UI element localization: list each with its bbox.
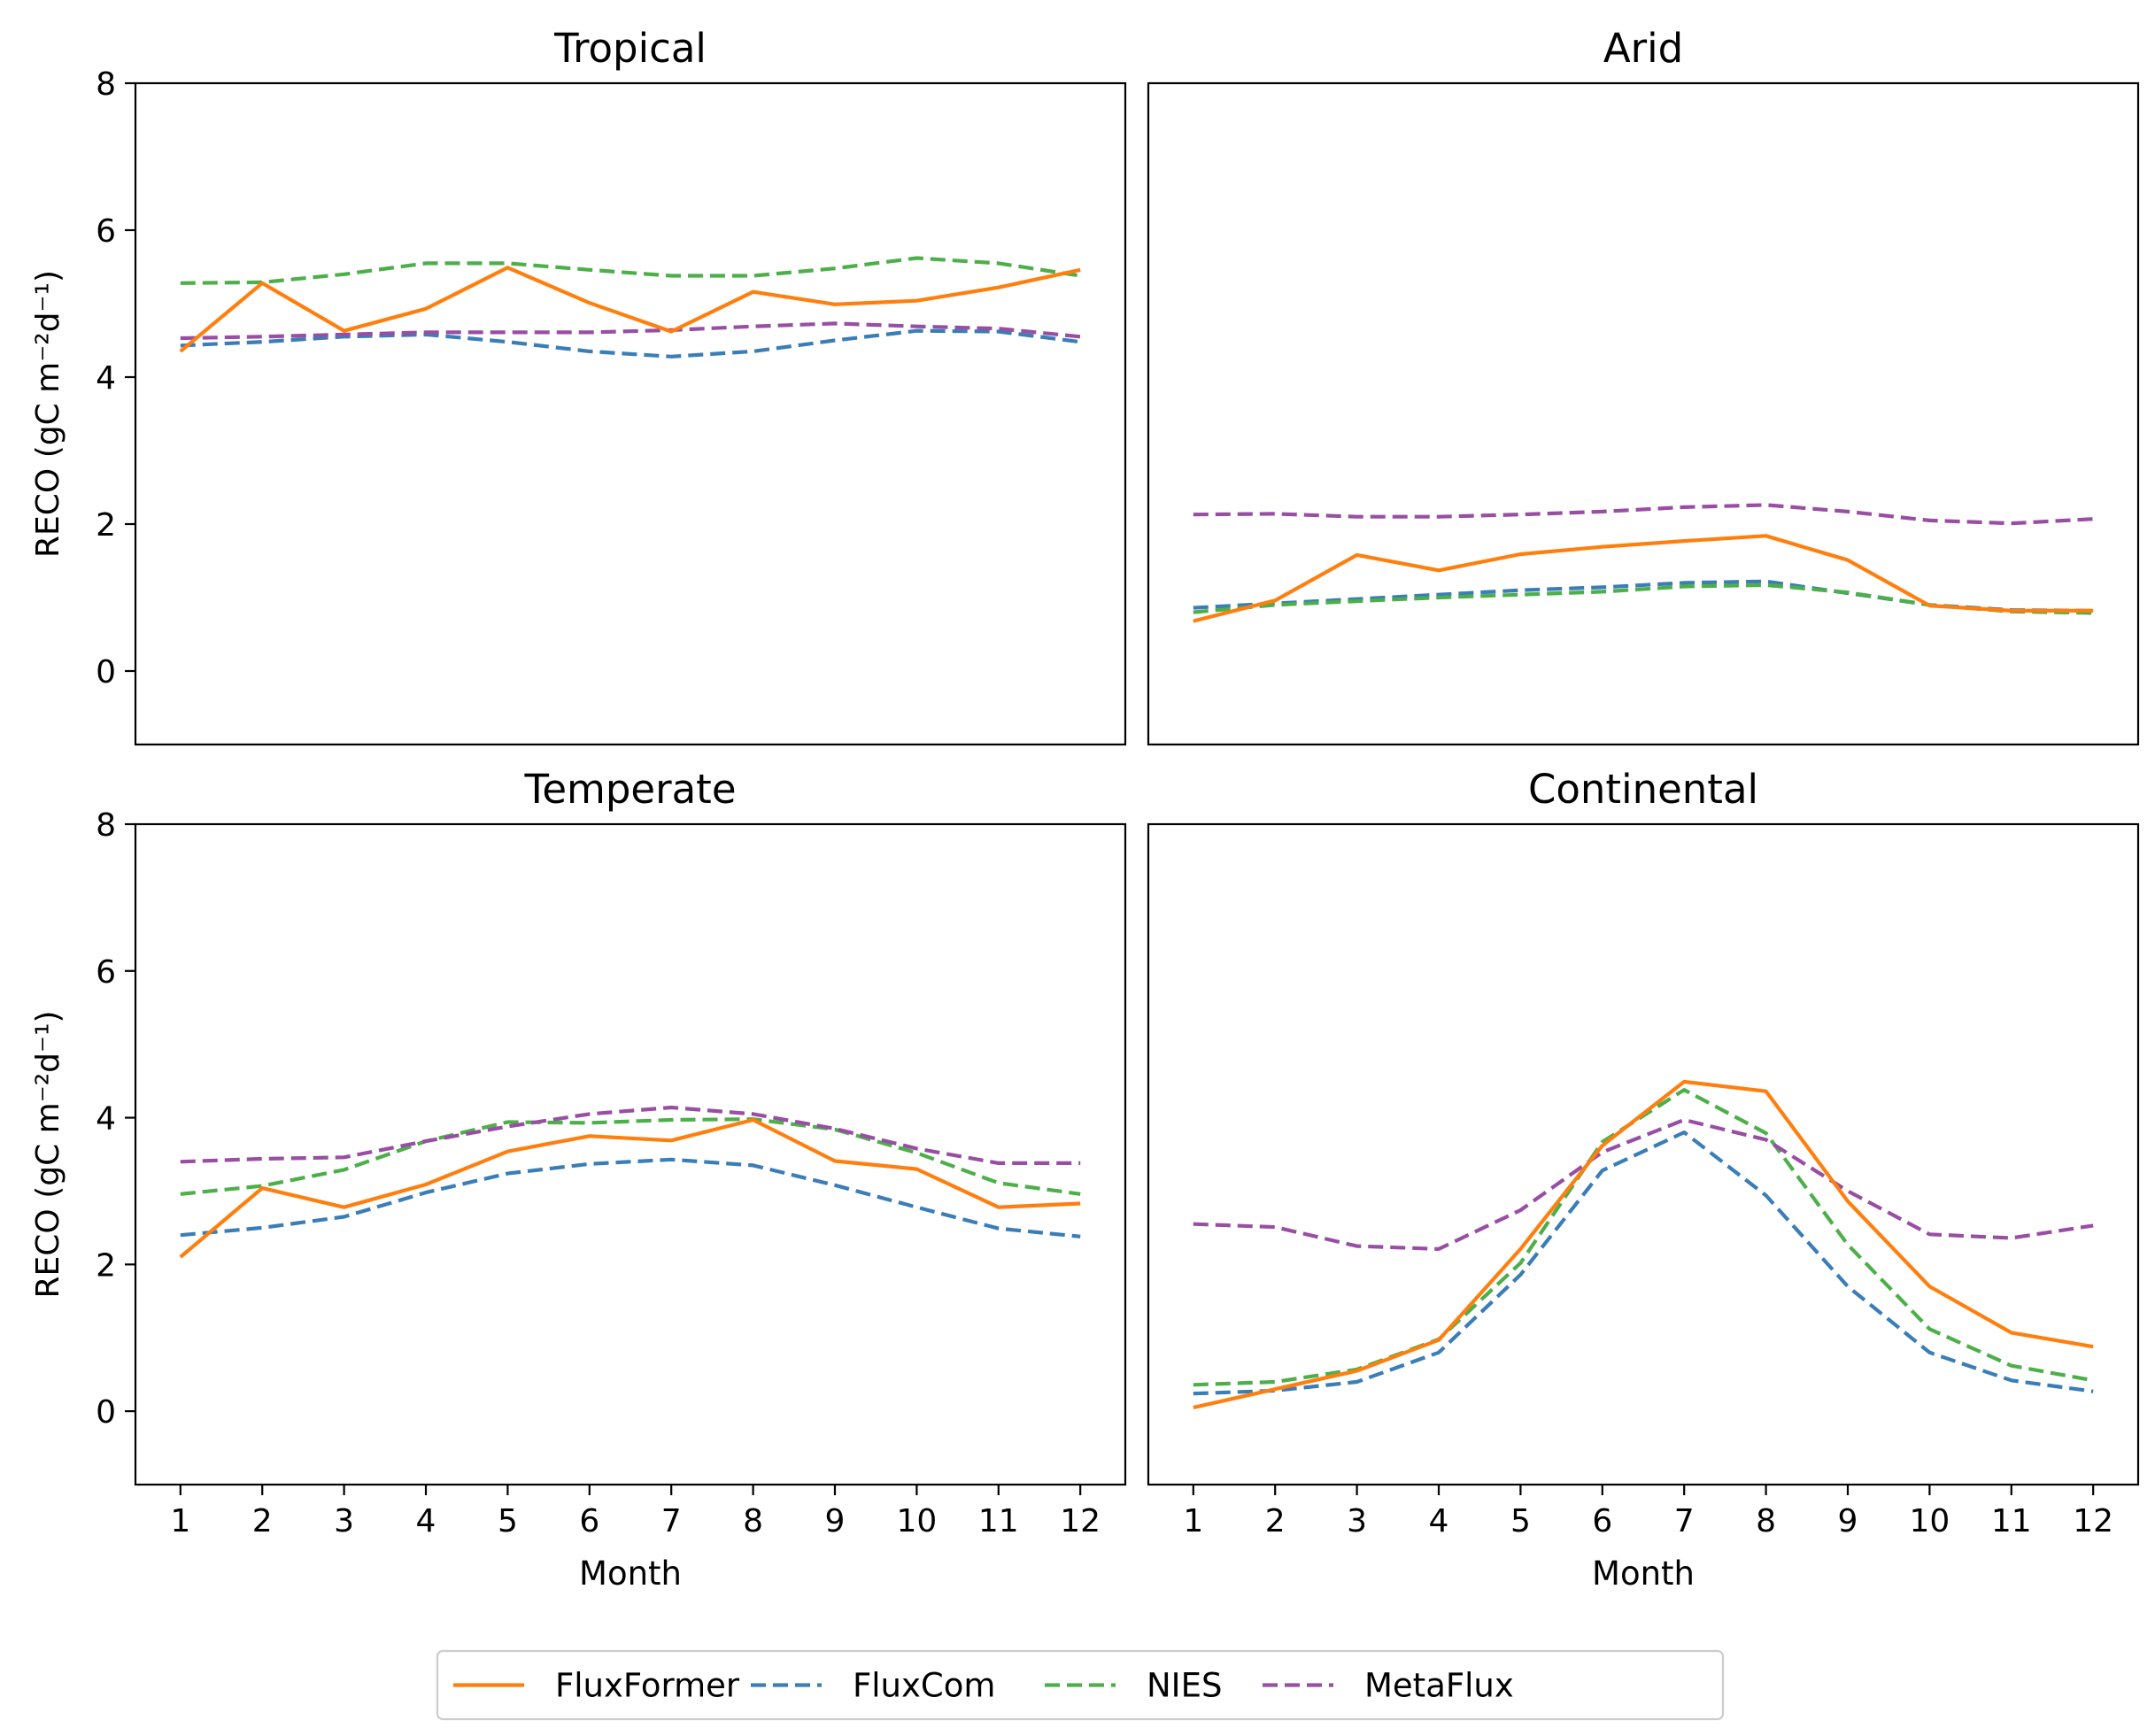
x-tick-label: 8	[743, 1503, 763, 1539]
series-metaflux	[1193, 503, 2094, 526]
y-tick-label: 0	[96, 654, 116, 691]
legend-entry-metaflux: MetaFlux	[1263, 1667, 1514, 1705]
y-tick-label: 4	[96, 1101, 116, 1138]
x-tick-label: 4	[1429, 1503, 1449, 1539]
series-fluxformer	[1193, 1079, 2094, 1410]
x-tick-label: 5	[1510, 1503, 1531, 1539]
panel-arid: Arid	[1147, 25, 2140, 746]
panel-title: Arid	[1603, 25, 1683, 72]
series-metaflux	[180, 1105, 1081, 1166]
x-axis-label: Month	[1592, 1555, 1695, 1593]
x-tick-label: 3	[334, 1503, 354, 1539]
y-tick-label: 8	[96, 807, 116, 844]
x-tick-label: 9	[825, 1503, 846, 1539]
y-axis-label: RECO (gC m⁻²d⁻¹)	[30, 1011, 66, 1299]
axes-frame	[134, 822, 1127, 1486]
x-tick-label: 11	[978, 1503, 1019, 1539]
series-nies	[180, 1117, 1081, 1196]
y-tick-label: 6	[96, 954, 116, 991]
x-tick-label: 2	[1265, 1503, 1286, 1539]
x-tick-label: 3	[1347, 1503, 1367, 1539]
series-fluxcom	[1193, 1130, 2094, 1396]
panel-title: Tropical	[553, 25, 707, 72]
x-tick-label: 11	[1991, 1503, 2032, 1539]
y-tick-label: 2	[96, 1247, 116, 1284]
series-fluxformer	[179, 266, 1081, 353]
axes-frame	[134, 81, 1127, 746]
series-nies	[1193, 583, 2094, 615]
legend-entry-fluxformer: FluxFormer	[453, 1667, 740, 1705]
legend-entry-fluxcom: FluxCom	[751, 1667, 995, 1705]
x-tick-label: 12	[1060, 1503, 1101, 1539]
axes-frame	[1147, 81, 2140, 746]
series-fluxformer	[179, 1117, 1081, 1259]
x-tick-label: 2	[252, 1503, 273, 1539]
x-tick-label: 9	[1838, 1503, 1858, 1539]
x-tick-label: 10	[1909, 1503, 1950, 1539]
y-tick-label: 4	[96, 360, 116, 397]
y-axis-label: RECO (gC m⁻²d⁻¹)	[30, 270, 66, 558]
y-tick-label: 6	[96, 213, 116, 250]
legend-entry-nies: NIES	[1045, 1667, 1222, 1705]
axes-frame	[1147, 822, 2140, 1486]
legend-label: FluxFormer	[555, 1667, 740, 1705]
x-tick-label: 8	[1756, 1503, 1776, 1539]
panel-title: Continental	[1528, 766, 1758, 813]
panel-tropical: Tropical 0 2 4 6 8 RECO (gC m⁻²d⁻¹)	[30, 25, 1127, 746]
panel-title: Temperate	[523, 766, 736, 813]
x-tick-label: 12	[2073, 1503, 2113, 1539]
legend-label: FluxCom	[853, 1667, 995, 1705]
y-tick-label: 8	[96, 66, 116, 103]
x-tick-label: 5	[498, 1503, 518, 1539]
x-axis-label: Month	[579, 1555, 682, 1593]
series-fluxcom	[180, 328, 1081, 359]
series-nies	[180, 256, 1081, 285]
series-metaflux	[180, 321, 1081, 341]
x-tick-label: 7	[661, 1503, 682, 1539]
legend-label: MetaFlux	[1364, 1667, 1514, 1705]
x-tick-label: 1	[170, 1503, 190, 1539]
x-tick-label: 1	[1183, 1503, 1203, 1539]
x-tick-label: 6	[1592, 1503, 1612, 1539]
series-fluxcom	[1193, 579, 2094, 613]
y-tick-label: 2	[96, 507, 116, 544]
series-fluxformer	[1193, 534, 2094, 623]
x-tick-label: 4	[416, 1503, 436, 1539]
series-metaflux	[1193, 1117, 2094, 1252]
series-fluxcom	[180, 1157, 1081, 1238]
y-tick-label: 0	[96, 1394, 116, 1431]
x-tick-label: 10	[896, 1503, 937, 1539]
x-tick-label: 6	[579, 1503, 599, 1539]
legend-label: NIES	[1147, 1667, 1222, 1705]
x-tick-label: 7	[1674, 1503, 1695, 1539]
legend: FluxFormer FluxCom NIES MetaFlux	[436, 1649, 1725, 1721]
